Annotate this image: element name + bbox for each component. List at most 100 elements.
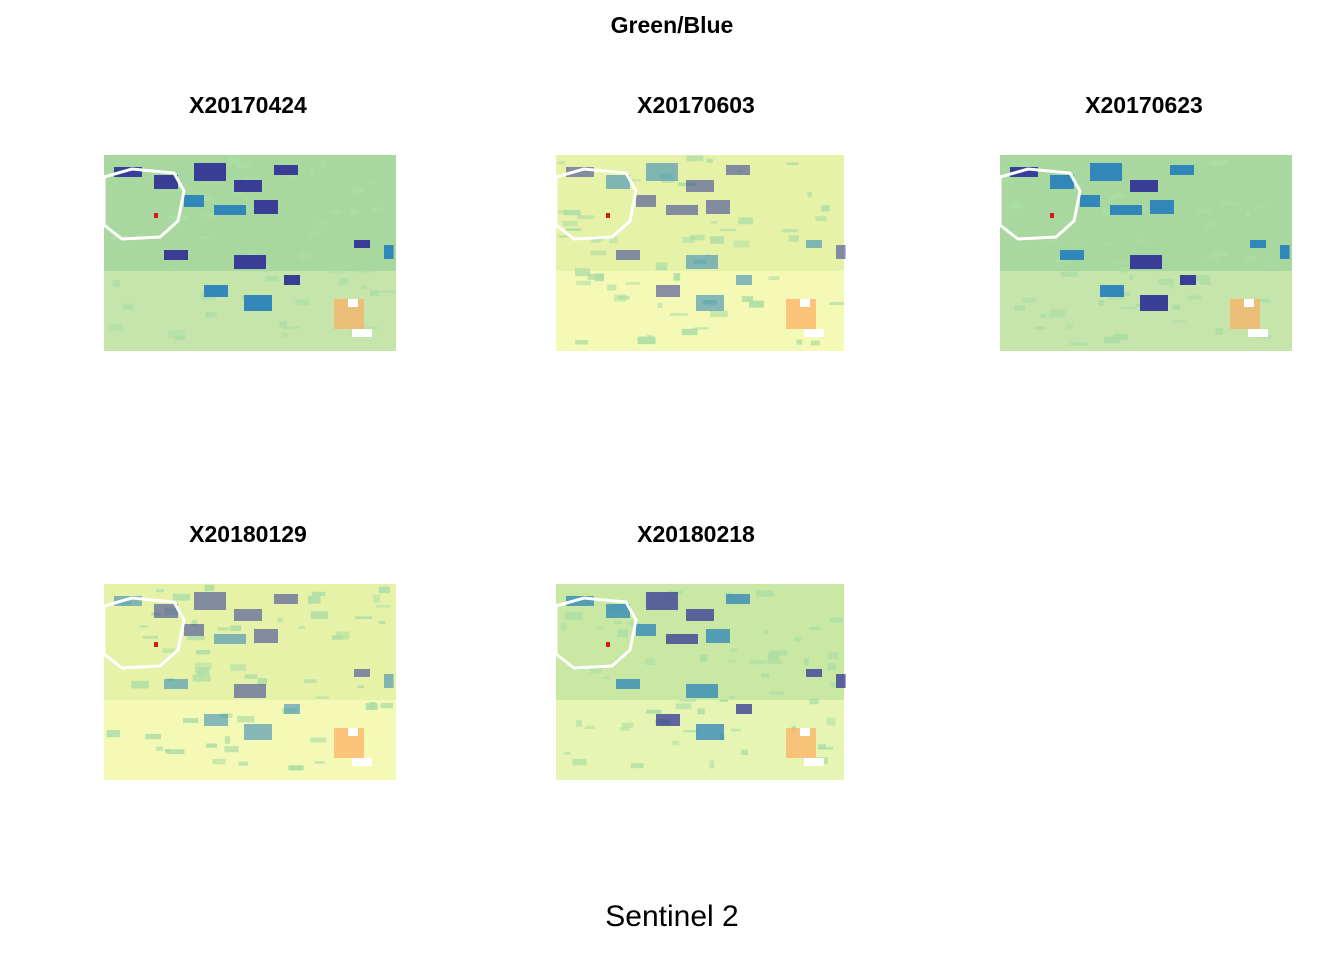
raster-pixel	[282, 326, 301, 329]
raster-pixel	[1245, 211, 1250, 216]
raster-hotspot	[1050, 213, 1054, 218]
raster-field	[566, 596, 594, 606]
raster-pixel	[298, 626, 306, 629]
raster-pixel	[646, 334, 653, 338]
raster-field	[214, 205, 246, 215]
raster-pixel	[1017, 161, 1030, 170]
raster-pixel	[1213, 251, 1229, 257]
raster-pixel	[815, 216, 827, 222]
raster-pixel	[768, 276, 780, 281]
raster-pixel	[603, 676, 610, 679]
raster-pixel	[1070, 342, 1088, 346]
raster-pixel	[164, 748, 170, 753]
raster-pixel	[295, 299, 309, 306]
raster-pixel	[661, 180, 676, 183]
raster-pixel	[224, 736, 231, 744]
raster-field	[646, 592, 678, 610]
raster-pixel	[265, 275, 279, 282]
raster-pixel	[244, 197, 251, 200]
raster-pixel	[315, 696, 330, 699]
raster-pixel	[826, 717, 836, 726]
raster-pixel	[781, 229, 798, 233]
raster-pixel	[191, 620, 198, 627]
raster-field	[114, 167, 142, 177]
raster-field	[214, 634, 246, 644]
raster-pixel	[575, 268, 591, 277]
raster-field	[636, 624, 656, 636]
raster-pixel	[133, 234, 143, 239]
raster-pixel	[356, 269, 373, 273]
raster-field	[1090, 163, 1122, 181]
raster-pixel	[748, 300, 764, 308]
raster-pixel	[731, 728, 741, 732]
raster-pixel	[673, 273, 681, 281]
raster-pixel	[310, 737, 326, 743]
raster-hotspot	[154, 642, 158, 647]
raster-pixel	[195, 662, 212, 670]
panel-title: X20180218	[637, 521, 755, 547]
raster-field	[646, 163, 678, 181]
raster-pixel	[155, 746, 163, 751]
raster-field	[204, 714, 228, 726]
raster-field	[686, 255, 718, 269]
figure-title: Green/Blue	[610, 12, 734, 38]
raster-pixel	[1219, 201, 1225, 206]
raster-pixel	[710, 221, 718, 224]
raster-pixel	[682, 236, 696, 243]
raster-cloud	[348, 299, 358, 307]
raster-pixel	[1060, 271, 1078, 277]
raster-pixel	[366, 180, 378, 184]
raster-field	[1170, 165, 1194, 175]
raster-field	[616, 679, 640, 689]
raster-field	[284, 275, 300, 285]
raster-pixel	[609, 236, 618, 244]
raster-cloud	[804, 758, 824, 766]
raster-pixel	[807, 191, 812, 198]
raster-pixel	[710, 236, 725, 244]
raster-field	[384, 674, 394, 688]
raster-pixel	[180, 215, 188, 219]
raster-field	[666, 205, 698, 215]
raster-pixel	[328, 265, 346, 274]
raster-cloud	[1248, 329, 1268, 337]
raster-pixel	[1221, 200, 1239, 206]
raster-pixel	[829, 617, 843, 623]
raster-pixel	[378, 621, 386, 625]
raster-pixel	[630, 763, 644, 769]
raster-pixel	[1203, 162, 1217, 166]
raster-pixel	[237, 715, 255, 723]
raster-field	[636, 195, 656, 207]
raster-pixel	[617, 629, 628, 638]
raster-pixel	[244, 674, 258, 679]
raster-field	[686, 609, 714, 621]
raster-pixel	[566, 228, 582, 231]
raster-pixel	[1049, 309, 1066, 318]
raster-pixel	[1173, 319, 1186, 323]
raster-pixel	[699, 654, 708, 662]
raster-pixel	[683, 730, 698, 733]
raster-pixel	[311, 591, 326, 597]
raster-field	[384, 245, 394, 259]
raster-map	[102, 155, 396, 351]
raster-field	[244, 295, 272, 311]
raster-pixel	[174, 335, 185, 341]
raster-pixel	[112, 280, 120, 288]
raster-field	[254, 629, 278, 643]
raster-field	[234, 180, 262, 192]
raster-pixel	[681, 328, 698, 336]
raster-pixel	[560, 623, 567, 631]
raster-field	[606, 175, 630, 189]
raster-pixel	[690, 234, 705, 241]
raster-field	[234, 609, 262, 621]
raster-map	[554, 155, 846, 351]
raster-pixel	[192, 674, 211, 682]
raster-pixel	[828, 652, 839, 660]
raster-pixel	[208, 213, 214, 218]
raster-pixel	[142, 635, 159, 639]
raster-pixel	[733, 240, 750, 248]
raster-pixel	[212, 758, 226, 765]
raster-pixel	[224, 745, 239, 753]
raster-pixel	[589, 667, 602, 674]
raster-field	[154, 175, 178, 189]
raster-pixel	[694, 327, 709, 330]
